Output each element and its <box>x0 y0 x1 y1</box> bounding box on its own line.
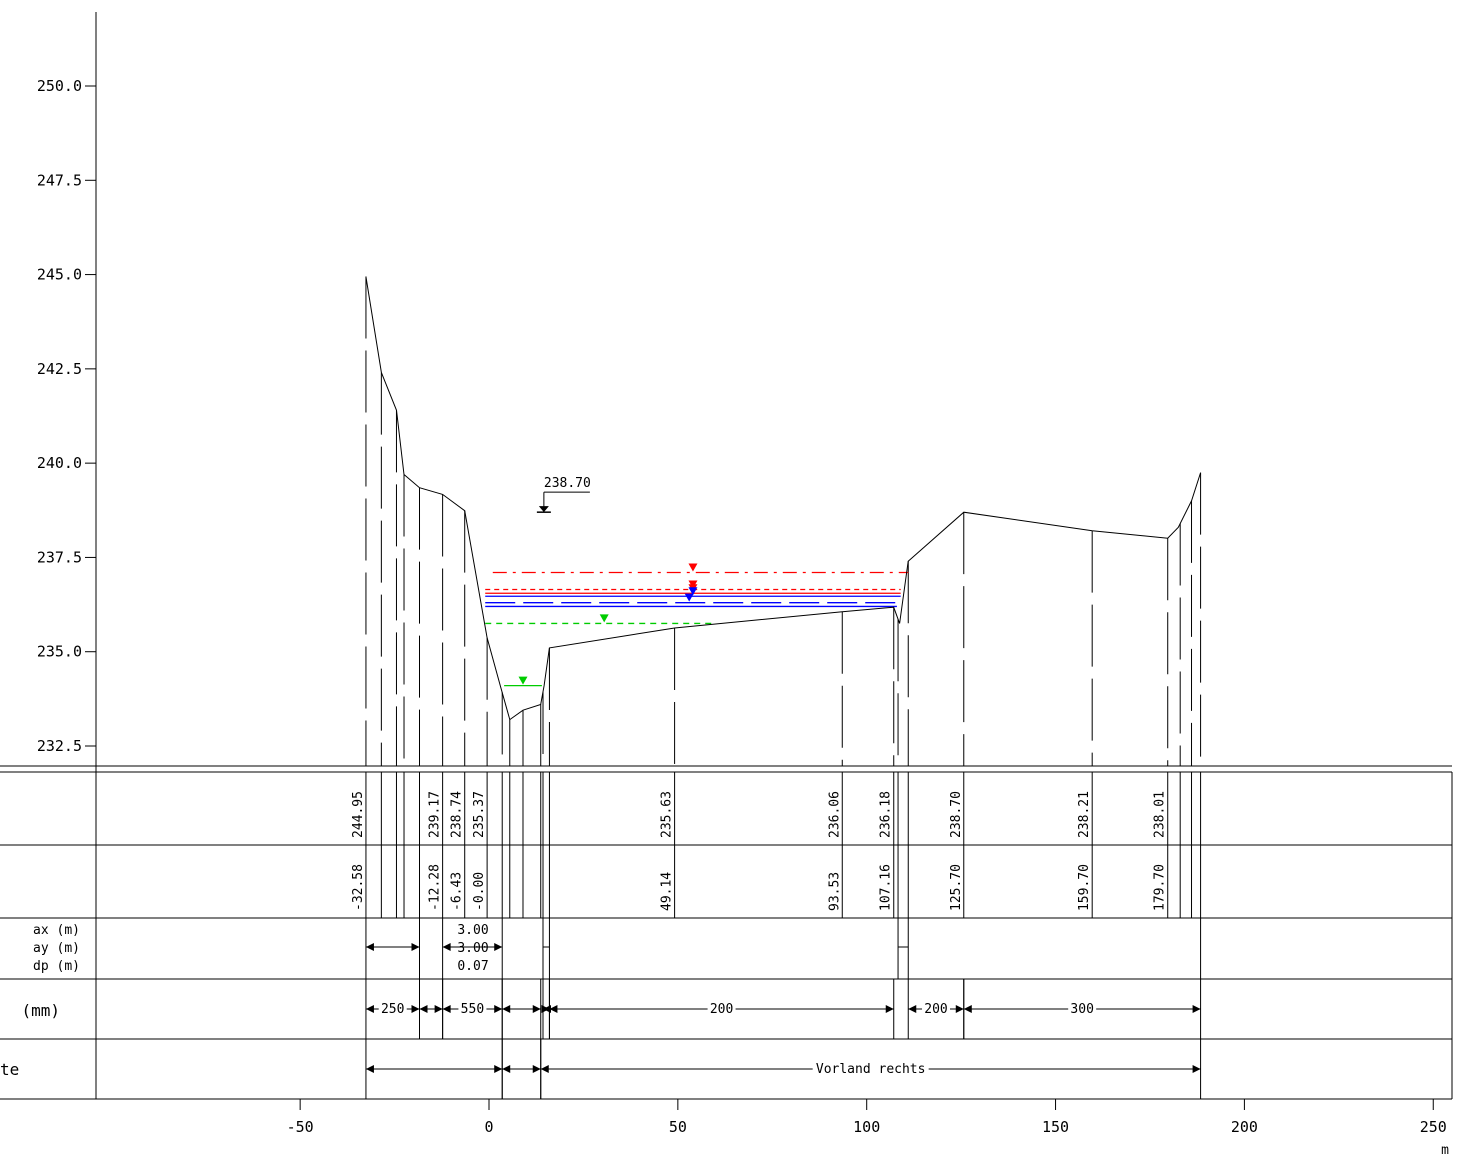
station-label: 159.70 <box>1077 864 1092 911</box>
zones-row-label: te <box>0 1060 19 1079</box>
roughness-arrow-right <box>494 1005 503 1013</box>
water-level-marker <box>518 676 528 685</box>
x-tick-label: 0 <box>484 1118 493 1136</box>
y-tick-label: 237.5 <box>37 548 82 566</box>
water-level-marker <box>599 614 609 623</box>
vegetation-row-label: ay (m) <box>33 941 80 956</box>
station-label: 107.16 <box>879 864 894 911</box>
roughness-arrow-right <box>532 1005 541 1013</box>
vegetation-row-label: dp (m) <box>33 959 80 974</box>
annotation-label: 238.70 <box>544 476 591 491</box>
station-label: -0.00 <box>472 872 487 911</box>
station-label: -6.43 <box>450 872 465 911</box>
elevation-label: 238.74 <box>450 791 465 838</box>
station-label: -32.58 <box>351 864 366 911</box>
roughness-value: 200 <box>710 1002 733 1017</box>
annotation-marker <box>538 506 549 513</box>
x-tick-label: 250 <box>1420 1118 1447 1136</box>
x-tick-label: 150 <box>1042 1118 1069 1136</box>
roughness-arrow-right <box>434 1005 443 1013</box>
roughness-arrow-right <box>411 1005 420 1013</box>
elevation-annotation: 238.70 <box>536 476 591 513</box>
x-unit-label: m <box>1441 1143 1449 1158</box>
roughness-arrow-left <box>442 1005 451 1013</box>
roughness-arrow-left <box>549 1005 558 1013</box>
vegetation-value: 0.07 <box>457 959 488 974</box>
vegetation-arrow-left <box>442 943 451 951</box>
roughness-arrow-right <box>885 1005 894 1013</box>
roughness-arrow-right <box>1192 1005 1201 1013</box>
vegetation-value: 3.00 <box>457 923 488 938</box>
station-label: 125.70 <box>949 864 964 911</box>
zone-arrow-left <box>540 1065 549 1073</box>
roughness-arrow-left <box>365 1005 374 1013</box>
elevation-label: 235.63 <box>660 791 675 838</box>
roughness-arrow-left <box>908 1005 917 1013</box>
data-table-rows: 244.95 239.17 238.74 235.37 235.63 236.06 236.… <box>0 791 1202 1099</box>
vegetation-row-label: ax (m) <box>33 923 80 938</box>
elevation-label: 236.06 <box>827 791 842 838</box>
roughness-label-bg <box>707 1001 736 1017</box>
zone-label-bg <box>812 1061 929 1077</box>
water-levels <box>485 563 909 687</box>
y-axis-ticks: 250.0 247.5 245.0 242.5 240.0 237.5 235.0 232.5 <box>37 77 96 755</box>
vegetation-value: 3.00 <box>457 941 488 956</box>
roughness-arrow-left <box>419 1005 428 1013</box>
elevation-label: 244.95 <box>351 791 366 838</box>
elevation-label: 236.18 <box>879 791 894 838</box>
roughness-label-bg <box>458 1001 487 1017</box>
roughness-label-bg <box>378 1001 407 1017</box>
x-tick-label: 50 <box>669 1118 687 1136</box>
y-tick-label: 245.0 <box>37 266 82 284</box>
y-tick-label: 247.5 <box>37 171 82 189</box>
y-tick-label: 250.0 <box>37 77 82 95</box>
roughness-value: 550 <box>461 1002 484 1017</box>
zone-arrow-right <box>532 1065 541 1073</box>
y-tick-label: 232.5 <box>37 737 82 755</box>
vegetation-arrow-right <box>494 943 503 951</box>
vegetation-arrow-left <box>365 943 374 951</box>
zone-arrow-left <box>502 1065 511 1073</box>
roughness-arrow-right <box>955 1005 964 1013</box>
station-label: 179.70 <box>1153 864 1168 911</box>
roughness-arrow-left <box>963 1005 972 1013</box>
roughness-value: 200 <box>924 1002 947 1017</box>
roughness-value: 250 <box>381 1002 404 1017</box>
roughness-arrow-left <box>502 1005 511 1013</box>
water-level-marker <box>688 563 698 572</box>
roughness-label-bg <box>1068 1001 1097 1017</box>
roughness-row-label: (mm) <box>21 1001 60 1020</box>
elevation-label: 235.37 <box>472 791 487 838</box>
roughness-value: 300 <box>1070 1002 1093 1017</box>
y-tick-label: 242.5 <box>37 360 82 378</box>
x-tick-label: 100 <box>853 1118 880 1136</box>
zone-arrow-left <box>365 1065 374 1073</box>
elevation-label: 238.70 <box>949 791 964 838</box>
zone-arrow-right <box>494 1065 503 1073</box>
water-level-marker <box>688 587 698 596</box>
y-tick-label: 240.0 <box>37 454 82 472</box>
y-tick-label: 235.0 <box>37 643 82 661</box>
zone-label: Vorland rechts <box>816 1062 926 1077</box>
elevation-label: 238.01 <box>1153 791 1168 838</box>
roughness-arrow-right <box>541 1005 550 1013</box>
station-label: 93.53 <box>827 872 842 911</box>
station-marker-lines <box>365 276 1202 918</box>
water-level-marker <box>684 593 694 602</box>
x-tick-label: 200 <box>1231 1118 1258 1136</box>
ground-profile <box>365 276 1202 721</box>
zone-arrow-right <box>1192 1065 1201 1073</box>
x-tick-label: -50 <box>287 1118 314 1136</box>
roughness-label-bg <box>922 1001 951 1017</box>
ground-profile-line <box>365 276 1202 721</box>
station-label: 49.14 <box>660 872 675 911</box>
elevation-label: 239.17 <box>428 791 443 838</box>
elevation-label: 238.21 <box>1077 791 1092 838</box>
x-axis-ticks: -50 0 50 100 150 200 250 m <box>287 1099 1449 1158</box>
vegetation-arrow-right <box>411 943 420 951</box>
station-label: -12.28 <box>428 864 443 911</box>
